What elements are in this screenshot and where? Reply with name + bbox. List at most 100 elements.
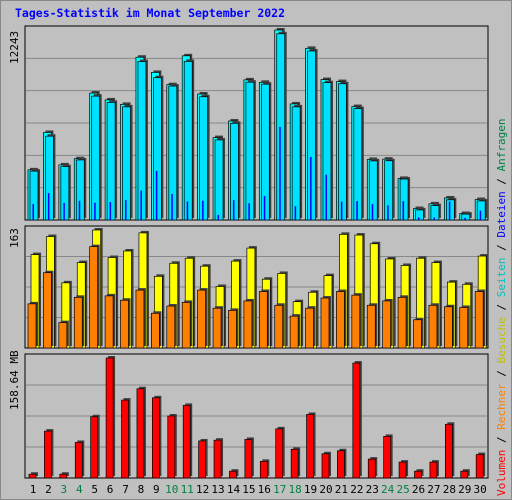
seiten-bar bbox=[418, 217, 420, 220]
seiten-bar bbox=[47, 193, 50, 220]
volumen-bar bbox=[275, 426, 285, 479]
dateien-bar bbox=[153, 75, 164, 221]
dateien-bar bbox=[230, 121, 241, 221]
volumen-bar bbox=[167, 413, 177, 479]
rechner-bar bbox=[258, 289, 270, 349]
seiten-bar bbox=[217, 214, 220, 220]
rechner-bar bbox=[428, 303, 439, 349]
x-tick-label: 12 bbox=[196, 483, 209, 496]
seiten-bar bbox=[279, 126, 281, 220]
seiten-bar bbox=[63, 202, 65, 220]
seiten-bar bbox=[464, 217, 466, 220]
seiten-bar bbox=[125, 200, 127, 220]
volumen-bar bbox=[90, 414, 100, 479]
y-max-label-hits: 12243 bbox=[8, 31, 21, 64]
x-tick-label: 7 bbox=[122, 483, 129, 496]
x-tick-label: 26 bbox=[412, 483, 425, 496]
rechner-bar bbox=[58, 320, 69, 349]
legend-entry: / bbox=[495, 171, 508, 191]
x-tick-label: 1 bbox=[30, 483, 37, 496]
volumen-bar bbox=[321, 451, 331, 479]
seiten-bar bbox=[325, 174, 327, 220]
x-tick-label: 8 bbox=[138, 483, 145, 496]
dateien-bar bbox=[137, 59, 148, 221]
dateien-bar bbox=[183, 59, 195, 221]
volumen-bar bbox=[306, 412, 316, 479]
dateien-bar bbox=[445, 197, 457, 221]
seiten-bar bbox=[448, 201, 451, 220]
dateien-bar bbox=[384, 158, 395, 221]
volumen-bar bbox=[259, 459, 270, 479]
volumen-bar bbox=[444, 422, 455, 479]
volumen-bar bbox=[352, 361, 362, 479]
volumen-bar bbox=[290, 447, 301, 479]
seiten-bar bbox=[402, 201, 405, 220]
seiten-bar bbox=[109, 201, 112, 220]
dateien-bar bbox=[322, 80, 333, 221]
seiten-bar bbox=[310, 156, 312, 220]
volumen-bar bbox=[121, 398, 131, 479]
volumen-bar bbox=[229, 469, 239, 479]
seiten-bar bbox=[155, 170, 158, 220]
seiten-bar bbox=[78, 200, 81, 220]
rechner-bar bbox=[27, 301, 38, 349]
dateien-bar bbox=[168, 84, 179, 221]
volumen-bar bbox=[198, 438, 208, 479]
rechner-bar bbox=[151, 311, 162, 349]
rechner-bar bbox=[443, 304, 455, 349]
dateien-bar bbox=[276, 31, 287, 221]
x-tick-label: 16 bbox=[258, 483, 271, 496]
seiten-bar bbox=[294, 206, 297, 220]
rechner-bar bbox=[135, 288, 146, 349]
x-tick-label: 17 bbox=[273, 483, 286, 496]
x-tick-label: 29 bbox=[458, 483, 471, 496]
rechner-bar bbox=[243, 298, 254, 349]
right-legend: Volumen / Rechner / Besuche / Seiten / D… bbox=[495, 118, 508, 496]
volumen-bar bbox=[460, 469, 470, 479]
dateien-bar bbox=[60, 164, 71, 221]
x-tick-label: 25 bbox=[396, 483, 409, 496]
volumen-bar bbox=[429, 460, 439, 479]
dateien-bar bbox=[307, 48, 318, 221]
x-tick-label: 14 bbox=[227, 483, 241, 496]
x-tick-label: 13 bbox=[211, 483, 224, 496]
seiten-bar bbox=[94, 202, 96, 220]
dateien-bar bbox=[29, 169, 40, 221]
x-tick-label: 4 bbox=[76, 483, 83, 496]
legend-entry: / bbox=[495, 430, 508, 450]
rechner-bar bbox=[166, 304, 177, 349]
rechner-bar bbox=[73, 295, 85, 349]
y-max-label-visits: 163 bbox=[8, 228, 21, 248]
x-tick-label: 27 bbox=[427, 483, 440, 496]
x-tick-label: 19 bbox=[304, 483, 317, 496]
dateien-bar bbox=[260, 82, 272, 221]
rechner-bar bbox=[212, 306, 224, 349]
legend-entry: Rechner bbox=[495, 383, 508, 430]
dateien-bar bbox=[75, 157, 87, 221]
seiten-bar bbox=[479, 210, 482, 220]
rechner-bar bbox=[474, 289, 486, 349]
dateien-bar bbox=[291, 104, 303, 221]
dateien-bar bbox=[106, 100, 118, 221]
x-tick-label: 20 bbox=[319, 483, 332, 496]
rechner-bar bbox=[228, 308, 239, 349]
x-tick-label: 5 bbox=[91, 483, 98, 496]
volumen-bar bbox=[398, 460, 409, 479]
seiten-bar bbox=[433, 217, 435, 220]
dateien-bar bbox=[353, 106, 364, 221]
volumen-bar bbox=[213, 438, 224, 479]
seiten-bar bbox=[232, 200, 235, 220]
x-tick-label: 3 bbox=[61, 483, 68, 496]
dateien-bar bbox=[399, 177, 411, 221]
x-tick-label: 23 bbox=[366, 483, 379, 496]
x-tick-label: 21 bbox=[335, 483, 348, 496]
volumen-bar bbox=[182, 403, 193, 479]
dateien-bar bbox=[91, 94, 102, 221]
seiten-bar bbox=[202, 200, 204, 220]
legend-entry: Besuche bbox=[495, 317, 508, 363]
volumen-bar bbox=[44, 429, 54, 479]
rechner-bar bbox=[181, 300, 193, 349]
seiten-bar bbox=[186, 201, 189, 220]
x-tick-label: 15 bbox=[242, 483, 255, 496]
